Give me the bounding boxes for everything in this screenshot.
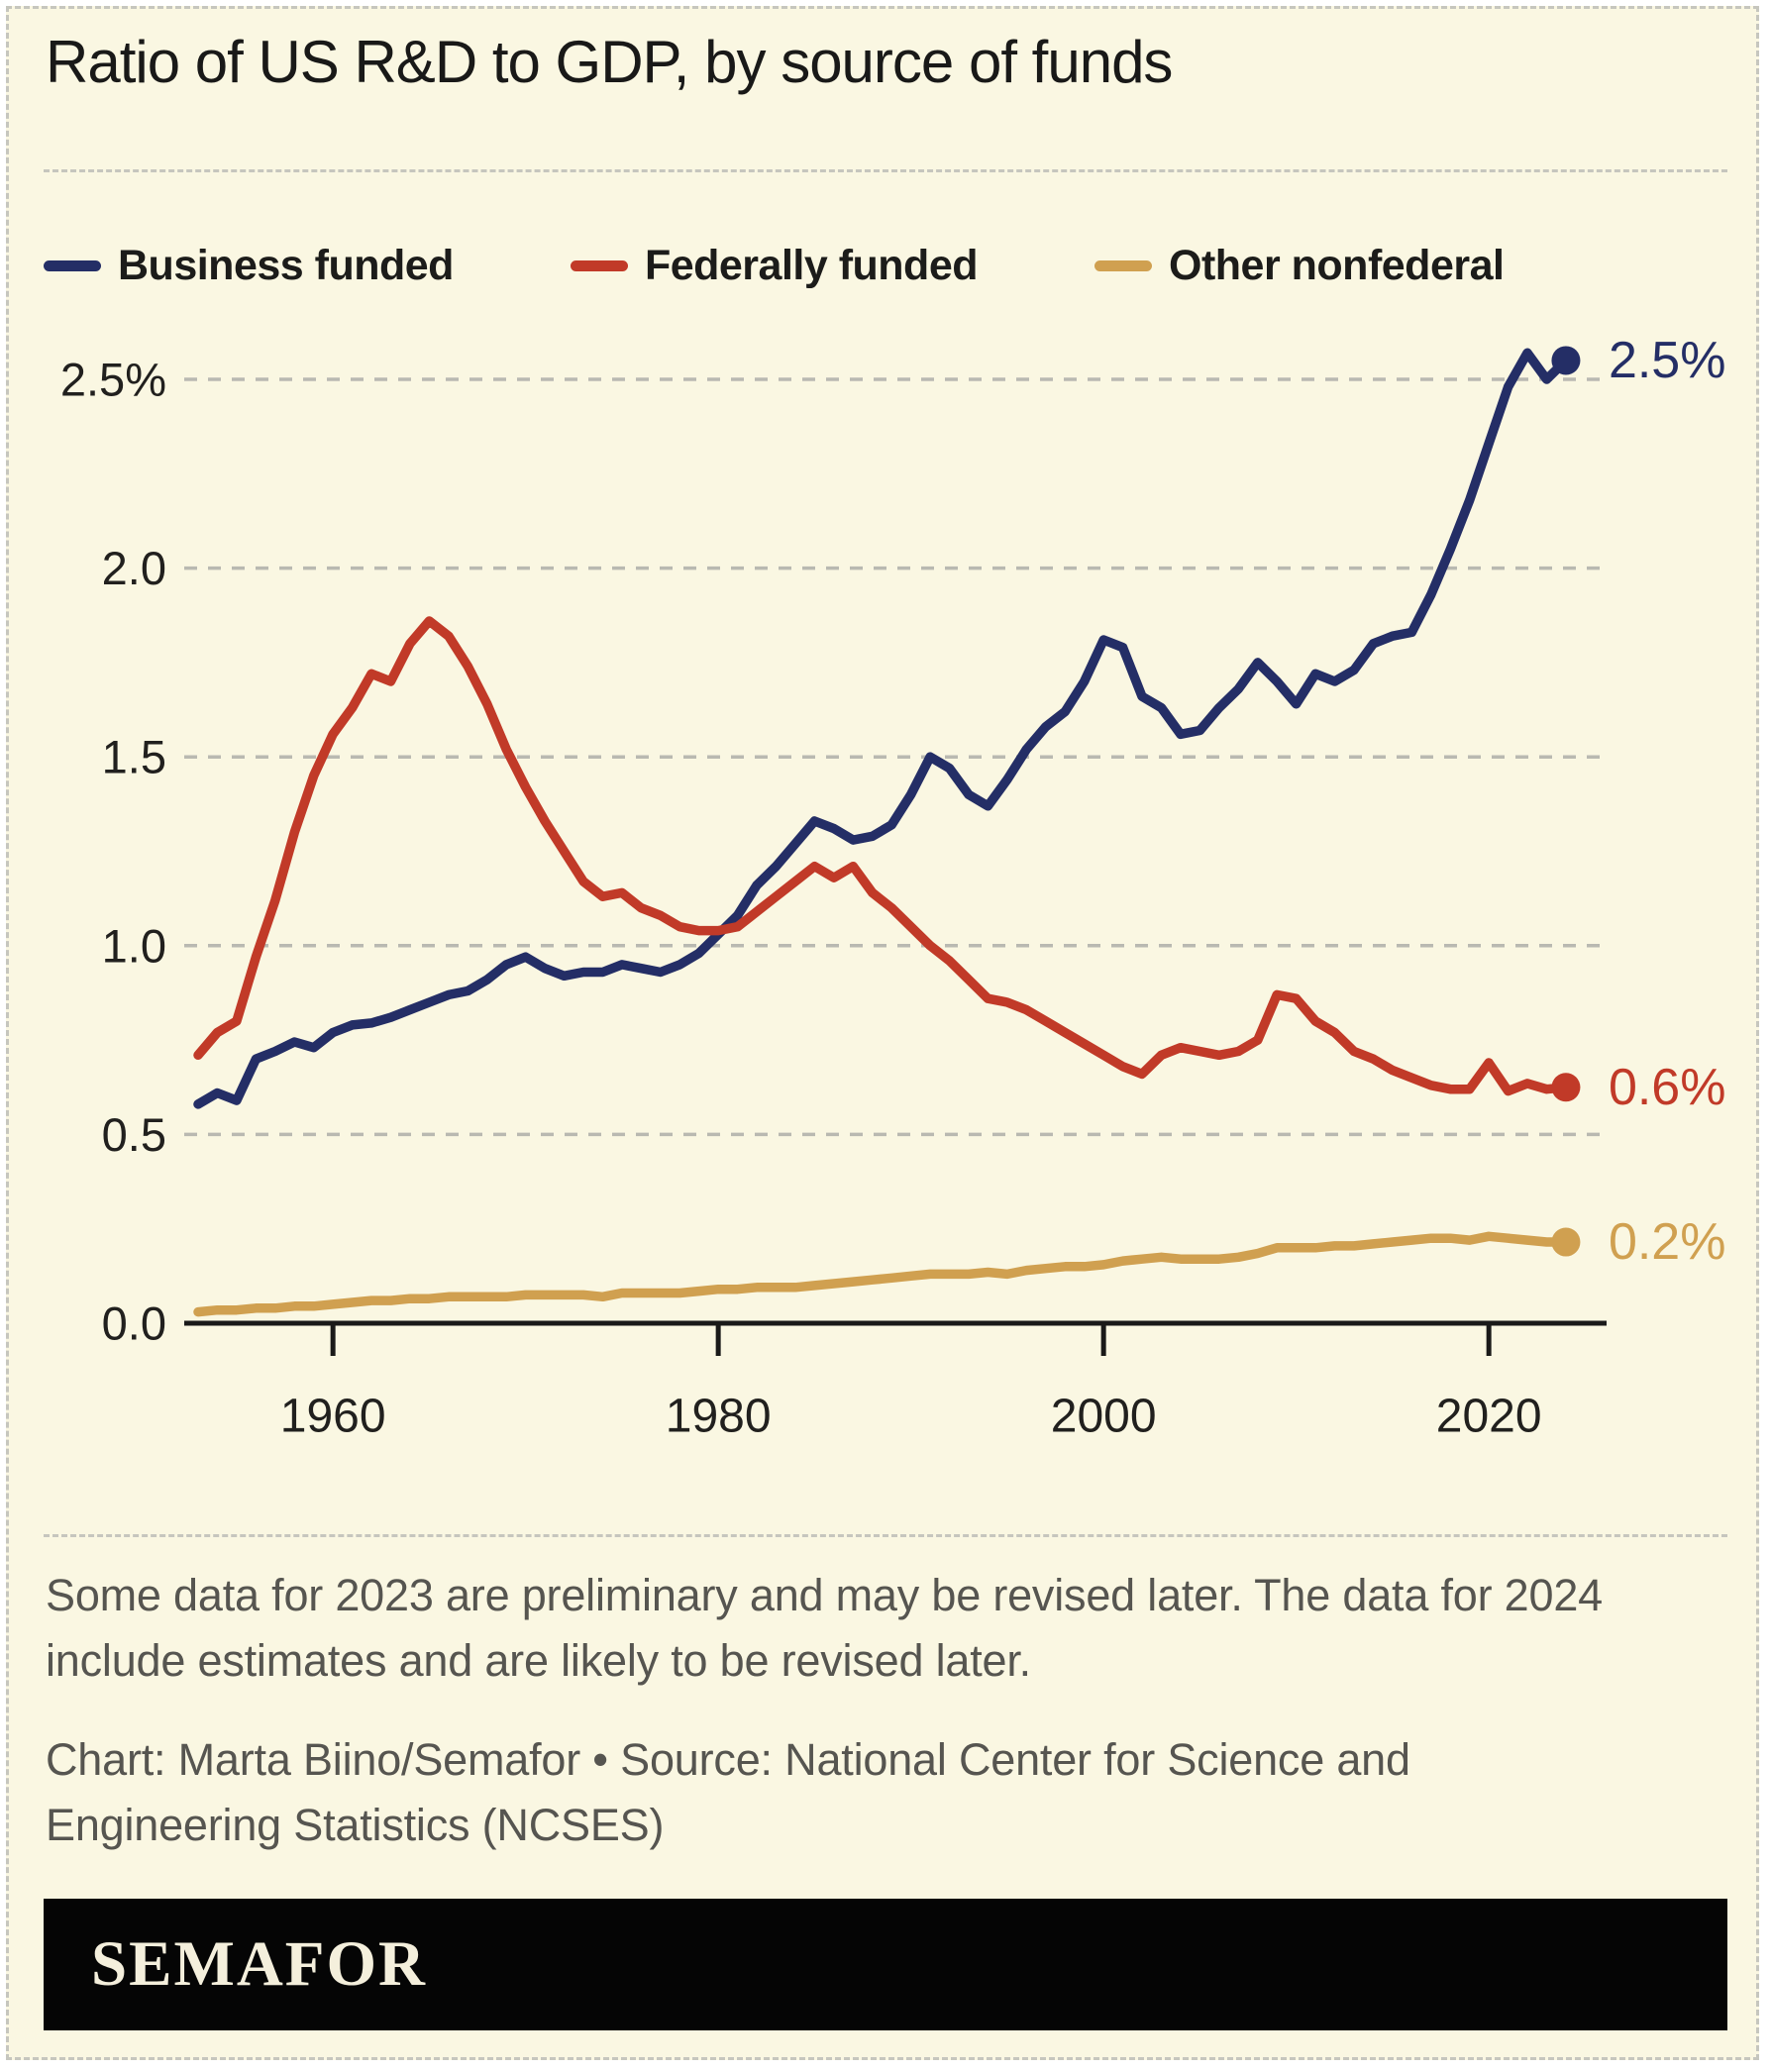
y-axis-label-0.0: 0.0: [102, 1297, 166, 1350]
series-end-label-business-funded: 2.5%: [1609, 332, 1726, 389]
y-axis-label-2.5%: 2.5%: [60, 354, 166, 406]
title-divider: [44, 169, 1727, 172]
x-axis-label-2000: 2000: [1051, 1391, 1157, 1443]
y-axis-label-0.5: 0.5: [102, 1108, 166, 1161]
legend-label-other: Other nonfederal: [1169, 242, 1505, 289]
series-line-business-funded: [193, 348, 1571, 1109]
series-end-dot-federally-funded: [1551, 1073, 1581, 1102]
semafor-logo: SEMAFOR: [91, 1928, 427, 2000]
legend-swatch-other-icon: [1094, 260, 1153, 271]
legend-swatch-federal-icon: [570, 260, 628, 271]
legend-item-other: Other nonfederal: [1094, 242, 1505, 290]
legend-item-federal: Federally funded: [570, 242, 979, 290]
y-axis-label-1.5: 1.5: [102, 731, 166, 783]
series-end-label-other-nonfederal: 0.2%: [1609, 1213, 1726, 1271]
logo-bar: SEMAFOR: [44, 1899, 1727, 2030]
dashed-border-frame: [6, 6, 1759, 2060]
legend-swatch-business-icon: [44, 260, 101, 271]
y-axis-label-1.0: 1.0: [102, 919, 166, 972]
x-axis-label-2020: 2020: [1436, 1391, 1542, 1443]
series-end-dot-business-funded: [1551, 346, 1581, 375]
x-axis-label-1960: 1960: [280, 1391, 386, 1443]
footnote: Some data for 2023 are preliminary and m…: [46, 1570, 1603, 1687]
legend-item-business: Business funded: [44, 242, 454, 290]
chart-title: Ratio of US R&D to GDP, by source of fun…: [46, 29, 1173, 95]
series-end-dot-other-nonfederal: [1551, 1227, 1581, 1257]
legend-label-federal: Federally funded: [644, 242, 979, 289]
legend: Business funded Federally funded Other n…: [44, 242, 1505, 290]
footer-divider: [44, 1534, 1727, 1537]
legend-label-business: Business funded: [118, 242, 454, 289]
series-line-federally-funded: [193, 616, 1571, 1096]
x-axis-label-1980: 1980: [666, 1391, 772, 1443]
y-axis-label-2.0: 2.0: [102, 542, 166, 594]
series-line-other-nonfederal: [193, 1231, 1571, 1317]
series-end-label-federally-funded: 0.6%: [1609, 1059, 1726, 1116]
credit-line: Chart: Marta Biino/Semafor • Source: Nat…: [46, 1734, 1410, 1851]
